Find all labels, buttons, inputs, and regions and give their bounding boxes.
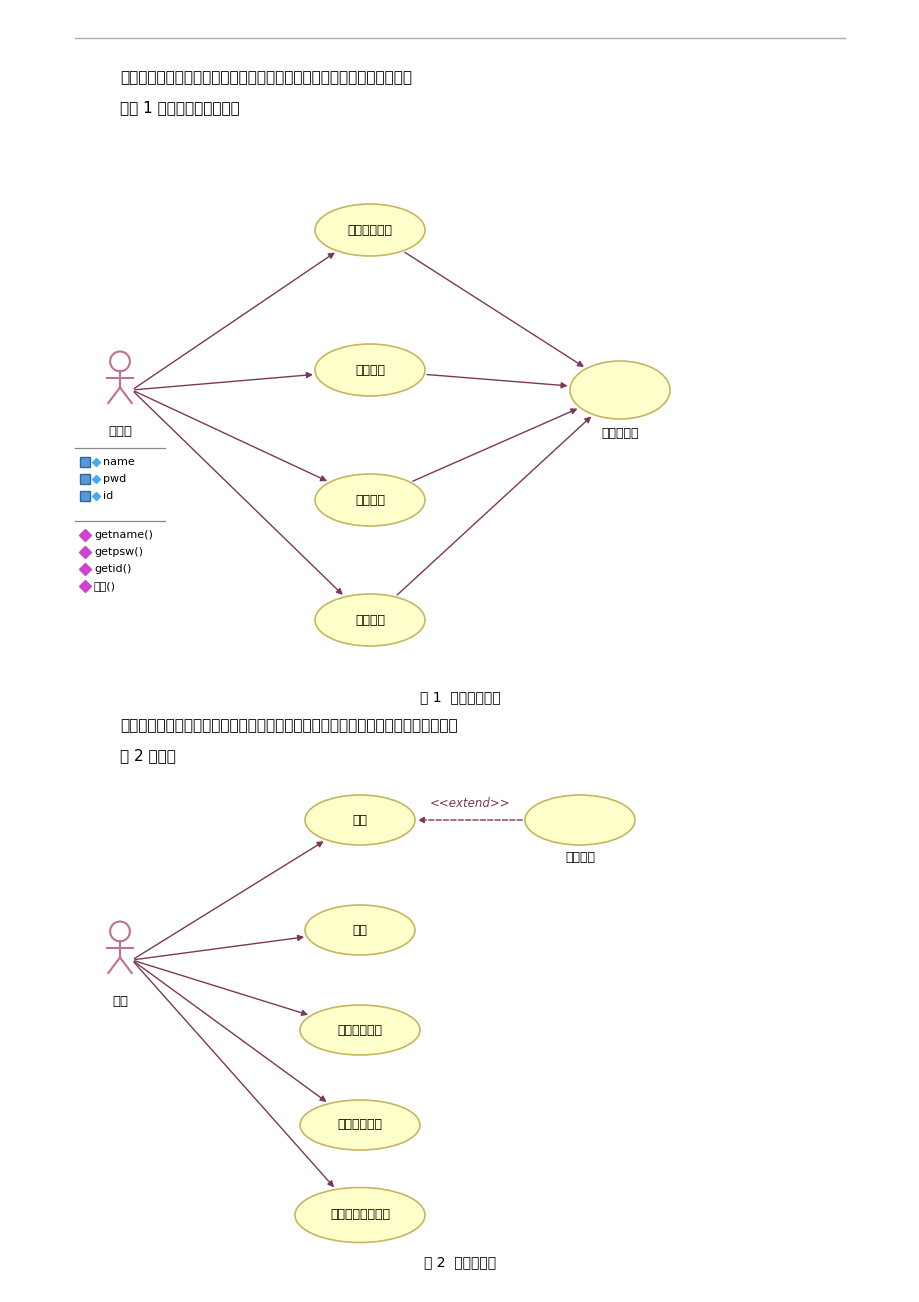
Text: 图 2  店长用例图: 图 2 店长用例图: [424, 1255, 495, 1269]
Ellipse shape: [300, 1100, 420, 1150]
Text: name: name: [103, 457, 134, 467]
Text: 图 1  管理员用例图: 图 1 管理员用例图: [419, 690, 500, 704]
Ellipse shape: [314, 594, 425, 646]
Text: 修改花卉信息: 修改花卉信息: [337, 1118, 382, 1131]
Text: getname(): getname(): [94, 530, 153, 540]
Text: 花店销售信息统计: 花店销售信息统计: [330, 1208, 390, 1221]
Text: <<extend>>: <<extend>>: [429, 797, 510, 810]
Text: 图 2 所示：: 图 2 所示：: [119, 749, 176, 763]
Ellipse shape: [314, 474, 425, 526]
Text: 后台数据库: 后台数据库: [601, 427, 638, 440]
Text: 订单管理: 订单管理: [355, 613, 384, 626]
Ellipse shape: [314, 204, 425, 256]
Text: 登录: 登录: [352, 814, 367, 827]
Text: 验证: 验证: [352, 923, 367, 936]
Text: 发布花卉信息: 发布花卉信息: [337, 1023, 382, 1036]
Text: 折扣管理: 折扣管理: [355, 363, 384, 376]
Text: pwd: pwd: [103, 474, 126, 484]
Ellipse shape: [314, 344, 425, 396]
Ellipse shape: [305, 796, 414, 845]
Ellipse shape: [570, 361, 669, 419]
Text: 后台数据库：这些活动都需要数据库进行处理，保证这么活动得以运行。: 后台数据库：这些活动都需要数据库进行处理，保证这么活动得以运行。: [119, 70, 412, 85]
Text: 管理员: 管理员: [108, 424, 131, 437]
Text: 注册(): 注册(): [94, 581, 116, 591]
Text: 管理员可以细化一些，比如管理花店的店主，店主的参与的活动用用例图表示如下，: 管理员可以细化一些，比如管理花店的店主，店主的参与的活动用用例图表示如下，: [119, 717, 457, 733]
Ellipse shape: [300, 1005, 420, 1055]
Text: getid(): getid(): [94, 564, 131, 574]
Text: id: id: [103, 491, 113, 501]
Text: 客户管理: 客户管理: [355, 493, 384, 506]
Ellipse shape: [525, 796, 634, 845]
Text: 下图 1 所示：管理员用例图: 下图 1 所示：管理员用例图: [119, 100, 240, 115]
Text: 找回密码: 找回密码: [564, 852, 595, 865]
Text: getpsw(): getpsw(): [94, 547, 142, 557]
Text: 店长: 店长: [112, 995, 128, 1008]
Text: 花店花卉管理: 花店花卉管理: [347, 224, 392, 237]
Ellipse shape: [295, 1187, 425, 1242]
Ellipse shape: [305, 905, 414, 954]
